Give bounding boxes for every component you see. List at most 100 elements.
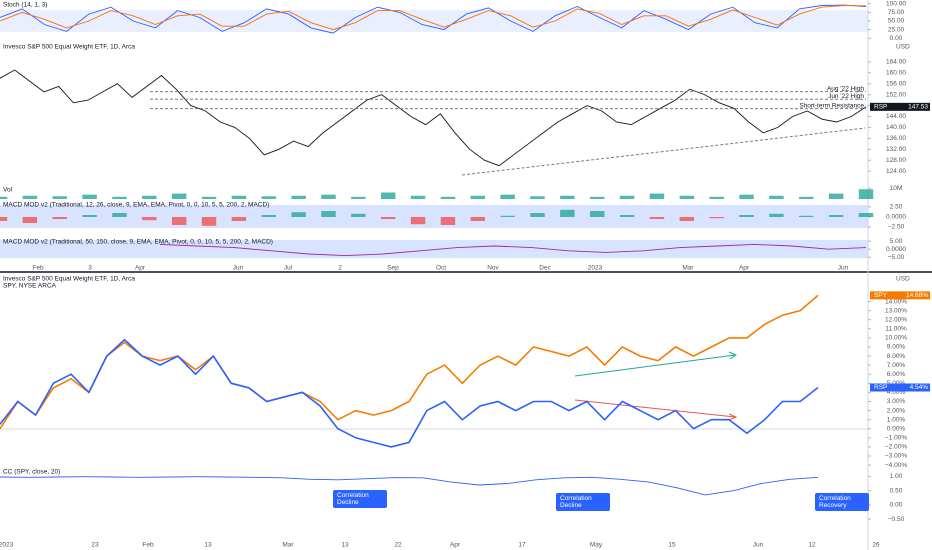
y-tick-label: 50.00: [888, 18, 905, 25]
y-tick-label: 10.00%: [885, 335, 907, 342]
bar: [619, 195, 635, 199]
bar: [261, 196, 276, 199]
bar: [22, 217, 38, 223]
y-tick-label: 132.00: [886, 146, 906, 153]
bar: [261, 215, 276, 217]
bar: [769, 195, 784, 199]
green-arrow: [574, 354, 736, 377]
bar: [380, 217, 396, 219]
x-tick-label: 2: [338, 265, 342, 272]
tag-value: 4.54%: [910, 384, 929, 391]
x-tick-label: Apr: [135, 265, 146, 272]
callout: Correlation Recovery: [815, 493, 869, 511]
x-tick-label: 17: [518, 542, 526, 549]
bar: [470, 195, 486, 199]
y-tick-label: 7.00%: [887, 362, 906, 369]
y-tick-label: 25.00: [888, 26, 905, 33]
tag-name: RSP: [874, 104, 887, 111]
bar: [82, 194, 97, 199]
tag-name: RSP: [874, 384, 887, 391]
bar: [351, 196, 366, 199]
y-tick-label: 152.00: [886, 91, 906, 98]
bar: [858, 213, 874, 217]
bar: [619, 215, 635, 217]
x-tick-label: Nov: [487, 265, 499, 272]
y-tick-label: 100.00: [886, 0, 906, 7]
x-tick-label: 13: [341, 542, 349, 549]
x-tick-label: Apr: [739, 265, 750, 272]
x-tick-label: Jun: [233, 265, 244, 272]
bar: [470, 217, 486, 221]
series-line: [0, 69, 867, 167]
macd2-bg: [0, 240, 868, 258]
bar: [291, 195, 306, 199]
bar: [0, 217, 8, 221]
y-tick-label: 13.00%: [885, 307, 907, 314]
x-tick-label: 23: [91, 542, 99, 549]
y-tick-label: 0.0000: [886, 214, 906, 221]
y-tick-label: −2.50: [888, 224, 905, 231]
tag-name: SPY: [874, 292, 888, 299]
y-tick-label: 2.50: [890, 204, 903, 211]
bar: [828, 215, 844, 217]
price-tag: [870, 102, 930, 111]
bar: [530, 213, 545, 217]
price-tag: [870, 383, 930, 392]
panel-title: Invesco S&P 500 Equal Weight ETF, 1D, Ar…: [3, 44, 135, 51]
y-tick-label: 0.00%: [887, 425, 906, 432]
bar: [231, 195, 247, 199]
x-tick-label: Feb: [32, 265, 44, 272]
x-tick-label: 22: [394, 542, 402, 549]
y-tick-label: 5.00: [890, 238, 903, 245]
y-tick-label: 12.00%: [885, 316, 907, 323]
y-tick-label: 75.00: [888, 9, 905, 16]
bar: [799, 196, 814, 199]
x-tick-label: Mar: [282, 542, 294, 549]
bar: [649, 217, 665, 219]
panel-title: MACD MOD v2 (Traditional, 12, 26, close,…: [3, 202, 269, 209]
y-tick-label: −4.00%: [885, 462, 907, 469]
bar: [291, 212, 306, 217]
x-tick-label: Mar: [682, 265, 694, 272]
bar: [500, 194, 515, 199]
bar: [739, 215, 754, 217]
panel-title: MACD MOD v2 (Traditional, 50, 150, close…: [3, 239, 273, 246]
x-tick-label: Apr: [450, 542, 461, 549]
y-tick-label: 14.00%: [885, 298, 907, 305]
trendline: [461, 127, 866, 176]
x-tick-label: 2023: [0, 542, 14, 549]
unit-label: USD: [896, 276, 910, 283]
panel-title: CC (SPY, close, 20): [3, 469, 60, 476]
bar: [112, 213, 127, 217]
bar: [231, 217, 247, 221]
y-tick-label: −5.00: [888, 254, 905, 261]
x-tick-label: 12: [808, 542, 816, 549]
bar: [799, 215, 814, 217]
panel-title: Vol: [3, 187, 13, 194]
level-label: Aug '22 High: [827, 85, 864, 92]
y-tick-label: 1.00%: [887, 416, 906, 423]
y-tick-label: 8.00%: [887, 353, 906, 360]
bar: [351, 213, 366, 217]
level-label: Jun '22 High: [828, 93, 864, 100]
x-tick-label: 3: [88, 265, 92, 272]
bar: [52, 217, 67, 219]
x-tick-label: 13: [204, 542, 212, 549]
bar: [590, 196, 605, 199]
bar: [82, 215, 97, 217]
bar: [410, 195, 426, 199]
series-line: [0, 5, 867, 31]
bar: [590, 211, 605, 217]
bar: [709, 196, 724, 199]
bar: [500, 215, 515, 217]
bar: [201, 196, 217, 199]
x-tick-label: Jun: [753, 542, 764, 549]
panel-subtitle: SPY, NYSE ARCA: [3, 283, 57, 290]
y-tick-label: −3.00%: [885, 453, 907, 460]
y-tick-label: −0.50: [888, 516, 905, 523]
bar: [858, 189, 874, 199]
bar: [649, 193, 665, 199]
bar: [739, 194, 754, 199]
bar: [171, 217, 187, 225]
y-tick-label: 3.00%: [887, 398, 906, 405]
